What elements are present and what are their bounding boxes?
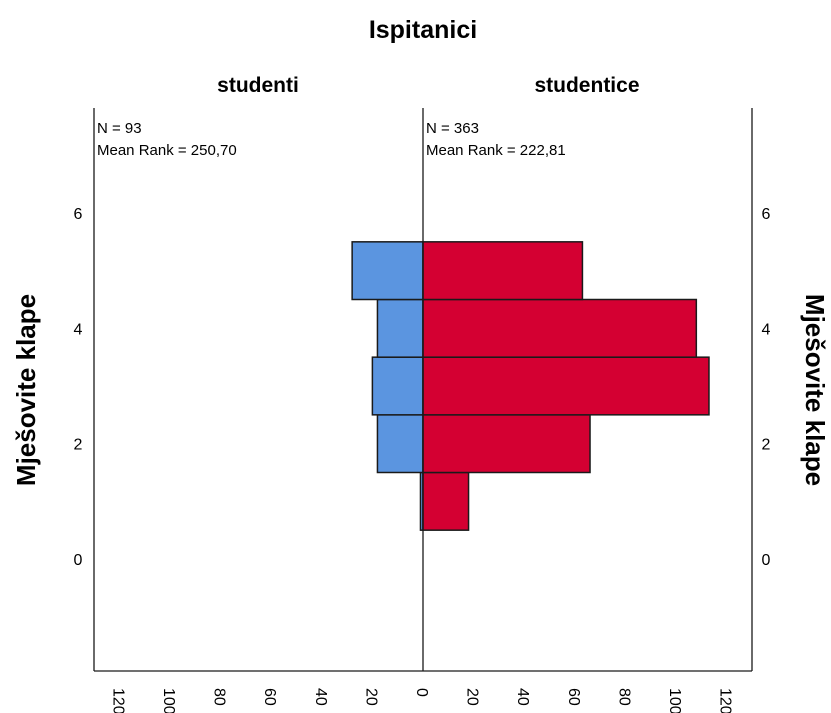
x-tick-left-120: 120	[109, 688, 126, 713]
stat-mean-rank-studenti: Mean Rank = 250,70	[97, 142, 237, 159]
stat-mean-rank-studentice: Mean Rank = 222,81	[426, 142, 566, 159]
x-tick-right-60: 60	[565, 688, 582, 706]
y-tick-right-4: 4	[762, 321, 771, 338]
panel-title-studentice: studentice	[534, 74, 639, 97]
x-tick-left-0: 0	[413, 688, 430, 697]
stat-n-studentice: N = 363	[426, 120, 479, 137]
x-tick-right-20: 20	[464, 688, 481, 706]
bar-studenti-3	[371, 356, 424, 416]
bar-studentice-2	[422, 414, 591, 474]
bar-studentice-3	[422, 356, 710, 416]
x-tick-right-120: 120	[717, 688, 734, 713]
x-tick-left-80: 80	[211, 688, 228, 706]
bar-studenti-5	[351, 241, 424, 301]
y-tick-left-6: 6	[74, 206, 83, 223]
panel-title-studenti: studenti	[217, 74, 299, 97]
chart-axes	[93, 108, 753, 672]
stat-n-studenti: N = 93	[97, 120, 142, 137]
chart-title: Ispitanici	[369, 16, 477, 44]
y-tick-left-0: 0	[74, 552, 83, 569]
bar-studentice-1	[422, 471, 470, 531]
y-tick-right-2: 2	[762, 437, 771, 454]
x-tick-left-20: 20	[362, 688, 379, 706]
y-tick-left-4: 4	[74, 321, 83, 338]
y-axis-label-left: Mješovite klape	[11, 294, 41, 486]
y-tick-right-6: 6	[762, 206, 771, 223]
x-tick-left-60: 60	[261, 688, 278, 706]
x-tick-left-40: 40	[312, 688, 329, 706]
x-tick-right-40: 40	[514, 688, 531, 706]
histogram-bars	[351, 241, 710, 531]
x-tick-right-80: 80	[615, 688, 632, 706]
bar-studenti-4	[376, 298, 424, 358]
bar-studentice-5	[422, 241, 584, 301]
bar-studenti-2	[376, 414, 424, 474]
x-tick-left-100: 100	[160, 688, 177, 713]
x-tick-right-100: 100	[666, 688, 683, 713]
y-tick-right-0: 0	[762, 552, 771, 569]
tick-labels: 0 0 2 2 4 4 6 6 120 120 100 100 80 80 60 60 40 40 20 20 0	[74, 206, 771, 713]
y-axis-label-right: Mješovite klape	[800, 294, 830, 486]
bar-studentice-4	[422, 298, 698, 358]
y-tick-left-2: 2	[74, 437, 83, 454]
